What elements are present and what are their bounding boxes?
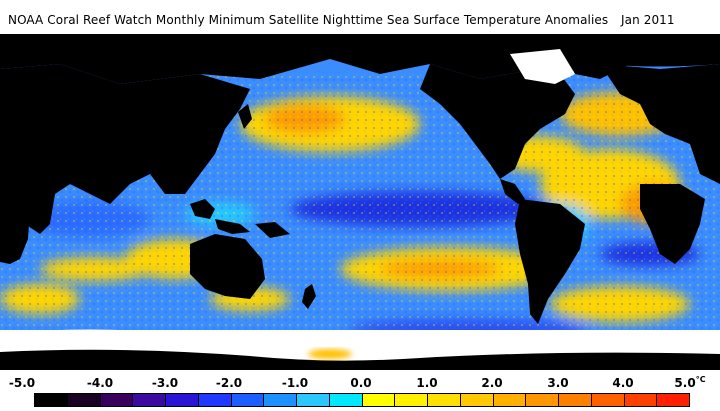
color-bar-swatch	[395, 394, 428, 406]
tick-label: 3.0	[547, 376, 569, 390]
tick-label-max: 5.0°C	[674, 375, 706, 390]
color-bar-swatch	[591, 394, 625, 406]
title-date: Jan 2011	[621, 13, 675, 27]
ross-sea-warm-patch	[308, 349, 352, 359]
color-bar-swatch	[297, 394, 330, 406]
color-bar-swatch	[100, 394, 134, 406]
tick-label: 1.0	[416, 376, 438, 390]
sst-anomaly-map	[0, 34, 720, 370]
color-bar	[34, 393, 690, 407]
tick-label: -5.0	[8, 376, 36, 390]
unit-label: °C	[695, 375, 706, 384]
color-bar-swatch	[657, 394, 689, 406]
tick-label: -2.0	[215, 376, 243, 390]
color-bar-swatch	[166, 394, 199, 406]
color-bar-swatch	[35, 394, 68, 406]
color-bar-swatch	[559, 394, 592, 406]
color-bar-swatch	[428, 394, 461, 406]
tick-label: -4.0	[86, 376, 114, 390]
color-bar-swatch	[133, 394, 166, 406]
title-text: NOAA Coral Reef Watch Monthly Minimum Sa…	[8, 13, 609, 27]
color-bar-swatch	[493, 394, 527, 406]
tick-label: 4.0	[612, 376, 634, 390]
tick-label: -1.0	[281, 376, 309, 390]
tick-label: 0.0	[350, 376, 372, 390]
color-bar-swatch	[460, 394, 494, 406]
color-bar-swatch	[67, 394, 101, 406]
color-bar-swatch	[362, 394, 396, 406]
color-scale-legend: -5.0 -4.0 -3.0 -2.0 -1.0 0.0 1.0 2.0 3.0…	[0, 375, 720, 411]
color-bar-swatch	[198, 394, 232, 406]
color-bar-swatch	[526, 394, 559, 406]
tick-label: 2.0	[481, 376, 503, 390]
map-title: NOAA Coral Reef Watch Monthly Minimum Sa…	[0, 0, 720, 34]
color-bar-swatch	[329, 394, 363, 406]
color-bar-swatch	[231, 394, 265, 406]
color-bar-swatch	[264, 394, 297, 406]
color-bar-swatch	[624, 394, 658, 406]
tick-label: -3.0	[151, 376, 179, 390]
antarctica	[0, 349, 720, 370]
